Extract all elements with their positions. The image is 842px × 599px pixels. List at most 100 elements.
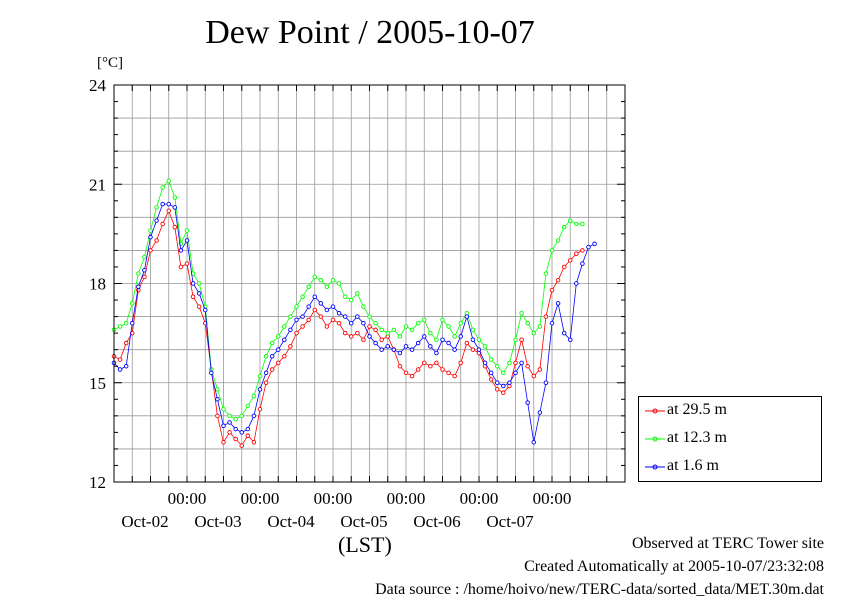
x-tick-label-time: 00:00: [387, 489, 426, 508]
data-point: [142, 274, 147, 280]
data-point: [324, 284, 330, 290]
data-point: [221, 406, 226, 412]
data-point: [574, 281, 579, 286]
data-point: [355, 330, 360, 336]
data-point: [221, 423, 226, 429]
data-point: [312, 307, 318, 313]
data-point: [117, 357, 123, 362]
data-point: [476, 347, 482, 352]
data-point: [543, 314, 549, 319]
data-point: [349, 297, 354, 303]
data-point: [300, 314, 305, 319]
data-point: [160, 201, 165, 207]
data-point: [464, 340, 470, 346]
data-point: [373, 340, 378, 346]
x-tick-label-date: Oct-07: [486, 512, 534, 531]
data-point: [294, 317, 299, 323]
data-point: [391, 327, 397, 333]
legend: at 29.5 m at 12.3 m at 1.6 m: [638, 396, 822, 482]
y-tick-label: 18: [89, 275, 106, 294]
data-point: [440, 317, 445, 323]
x-tick-label-date: Oct-04: [267, 512, 315, 531]
data-point: [282, 337, 287, 342]
legend-swatch-blue: [645, 464, 665, 470]
data-point: [129, 320, 135, 326]
data-point: [568, 337, 573, 342]
data-point: [434, 350, 439, 356]
x-tick-label-time: 00:00: [314, 489, 353, 508]
data-point: [549, 248, 555, 253]
data-point: [580, 221, 585, 227]
data-point: [330, 304, 336, 309]
data-point: [549, 287, 555, 293]
y-tick-label: 12: [89, 473, 106, 492]
data-point: [123, 320, 129, 326]
data-point: [154, 218, 159, 223]
footer-created: Created Automatically at 2005-10-07/23:3…: [524, 558, 824, 575]
data-point: [367, 334, 372, 339]
data-point: [409, 347, 415, 352]
data-point: [349, 320, 354, 326]
data-point: [428, 330, 433, 336]
data-point: [507, 360, 512, 366]
data-point: [507, 380, 512, 386]
y-tick-label: 15: [89, 374, 106, 393]
x-tick-label-date: Oct-06: [413, 512, 460, 531]
data-point: [428, 344, 433, 349]
data-point: [276, 347, 281, 352]
data-point: [555, 238, 561, 243]
chart-title: Dew Point / 2005-10-07: [205, 14, 535, 51]
data-point: [355, 291, 360, 296]
data-point: [361, 337, 366, 342]
data-point: [178, 248, 184, 253]
data-point: [415, 367, 421, 372]
data-point: [470, 327, 476, 333]
data-point: [495, 380, 500, 386]
data-point: [519, 337, 524, 342]
data-point: [166, 201, 171, 207]
data-point: [428, 363, 433, 369]
data-point: [288, 344, 293, 349]
data-point: [495, 363, 500, 369]
data-point: [342, 294, 348, 299]
data-point: [136, 284, 141, 290]
y-tick-label: 21: [89, 175, 106, 194]
data-point: [488, 377, 494, 382]
data-point: [403, 324, 409, 329]
data-point: [324, 307, 330, 313]
data-point: [543, 271, 549, 276]
data-point: [422, 334, 427, 339]
data-point: [568, 218, 573, 223]
data-point: [452, 334, 457, 339]
data-point: [397, 334, 403, 339]
data-point: [117, 324, 123, 329]
data-point: [257, 387, 263, 392]
legend-swatch-green: [645, 436, 665, 442]
data-point: [525, 320, 530, 326]
data-point: [172, 205, 178, 210]
data-point: [470, 337, 476, 342]
x-tick-label-time: 00:00: [241, 489, 280, 508]
data-point: [434, 360, 439, 366]
data-point: [288, 314, 293, 319]
data-point: [306, 304, 311, 309]
data-point: [221, 440, 226, 445]
data-point: [434, 337, 439, 342]
data-point: [379, 327, 384, 333]
data-point: [276, 334, 281, 339]
x-tick-label-time: 00:00: [533, 489, 572, 508]
data-point: [385, 330, 391, 336]
data-point: [555, 277, 561, 283]
data-point: [306, 317, 311, 323]
data-point: [196, 291, 202, 296]
data-point: [452, 347, 457, 352]
data-point: [288, 327, 293, 333]
data-point: [336, 311, 342, 316]
data-point: [361, 304, 366, 309]
data-point: [391, 347, 397, 352]
data-point: [294, 330, 299, 336]
data-point: [184, 238, 190, 243]
data-point: [580, 261, 585, 266]
data-point: [367, 314, 372, 319]
data-point: [355, 314, 360, 319]
